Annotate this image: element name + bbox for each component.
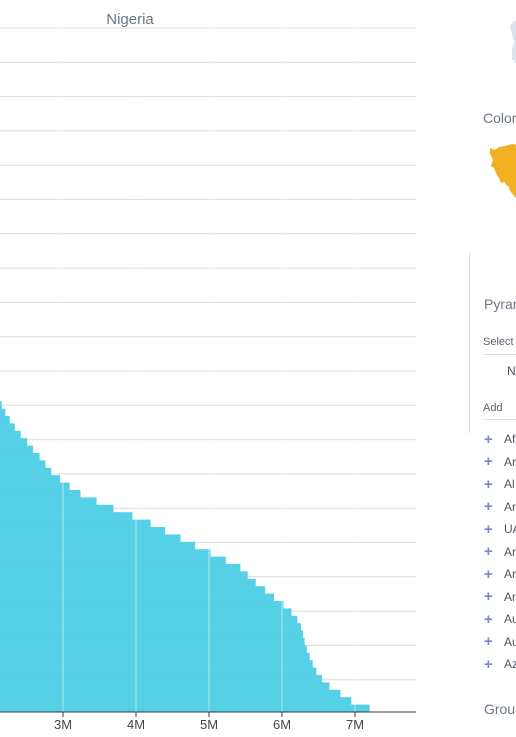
add-country-item[interactable]: + UA (484, 518, 516, 541)
population-bar[interactable] (0, 689, 341, 698)
person-silhouette-icon (503, 16, 516, 68)
population-bar[interactable] (0, 630, 304, 639)
chart-title: Nigeria (106, 11, 154, 28)
country-name: Au (504, 634, 516, 649)
population-bar[interactable] (0, 652, 310, 661)
plus-icon: + (484, 475, 493, 493)
x-tick-label: 4M (127, 717, 145, 732)
plus-icon: + (484, 498, 493, 516)
add-country-item[interactable]: + Ar (484, 586, 516, 609)
population-bar[interactable] (0, 615, 298, 624)
add-country-list: +Af +Ar +Al +Ar +UA +Ar +Ar +Ar +Au +Au … (484, 428, 516, 676)
select-divider (483, 354, 516, 355)
plus-icon: + (484, 430, 493, 448)
population-bar[interactable] (0, 556, 226, 565)
add-country-item[interactable]: + Au (484, 608, 516, 631)
plus-icon: + (484, 520, 493, 538)
plus-icon: + (484, 610, 493, 628)
population-bar[interactable] (0, 534, 181, 543)
country-name: UA (504, 522, 516, 537)
country-name: Ar (504, 589, 516, 604)
plus-icon: + (484, 588, 493, 606)
population-bar[interactable] (0, 475, 61, 483)
population-bar[interactable] (0, 675, 323, 683)
population-bar[interactable] (0, 541, 196, 550)
x-tick-label: 5M (200, 717, 218, 732)
population-bar[interactable] (0, 460, 46, 469)
population-bar[interactable] (0, 682, 330, 691)
color-label: Color (483, 110, 516, 126)
country-name: Af (504, 432, 516, 447)
pyramid-label: Pyram (484, 296, 516, 312)
population-bar[interactable] (0, 578, 256, 587)
add-label: Add (483, 402, 503, 414)
world-map-color-swatch[interactable] (485, 142, 516, 202)
population-bar[interactable] (0, 608, 292, 617)
population-bar[interactable] (0, 527, 166, 535)
bar-series (0, 401, 370, 713)
population-bar[interactable] (0, 504, 114, 513)
x-tick-label: 3M (54, 717, 72, 732)
population-bar[interactable] (0, 645, 307, 654)
add-country-item[interactable]: + Ar (484, 496, 516, 519)
add-country-item[interactable]: + Af (484, 428, 516, 451)
add-country-item[interactable]: + Au (484, 631, 516, 654)
country-name: Ar (504, 544, 516, 559)
population-bar[interactable] (0, 423, 15, 432)
add-divider (483, 419, 516, 420)
population-bar[interactable] (0, 586, 266, 594)
add-country-item[interactable]: + Ar (484, 451, 516, 474)
population-bar[interactable] (0, 482, 70, 491)
population-bar[interactable] (0, 438, 28, 446)
add-country-item[interactable]: + Az (484, 653, 516, 676)
plus-icon: + (484, 543, 493, 561)
population-bar[interactable] (0, 453, 40, 461)
population-bar[interactable] (0, 638, 305, 646)
vertical-grid-lines (62, 28, 356, 712)
panel-divider (469, 253, 470, 433)
map-icon (490, 144, 516, 198)
x-tick-label: 7M (346, 717, 364, 732)
population-bar[interactable] (0, 401, 2, 409)
population-bar[interactable] (0, 667, 317, 676)
add-country-item[interactable]: + Ar (484, 563, 516, 586)
population-bar[interactable] (0, 445, 34, 454)
population-bar[interactable] (0, 564, 241, 572)
population-bar[interactable] (0, 512, 133, 520)
add-country-item[interactable]: + Al (484, 473, 516, 496)
population-bar[interactable] (0, 519, 151, 528)
population-bar[interactable] (0, 490, 81, 498)
x-tick-label: 6M (273, 717, 291, 732)
group-label: Grou (484, 701, 516, 717)
plus-icon: + (484, 633, 493, 651)
population-bar[interactable] (0, 549, 211, 557)
add-country-item[interactable]: + Ar (484, 541, 516, 564)
population-pyramid-chart: 3M 4M 5M 6M 7M Nigeria (0, 11, 416, 732)
select-label: Select (483, 336, 514, 348)
population-bar[interactable] (0, 593, 274, 602)
population-bar[interactable] (0, 704, 370, 713)
population-bar[interactable] (0, 408, 6, 417)
population-bar[interactable] (0, 497, 97, 506)
population-bar[interactable] (0, 697, 352, 705)
population-bar[interactable] (0, 571, 248, 580)
plus-icon: + (484, 655, 493, 673)
country-select[interactable]: N (507, 364, 516, 378)
population-bar[interactable] (0, 660, 313, 668)
country-name: Ar (504, 499, 516, 514)
population-bar[interactable] (0, 416, 10, 424)
country-name: Az (504, 657, 516, 672)
country-name: Al (504, 477, 515, 492)
population-bar[interactable] (0, 430, 21, 439)
country-name: Ar (504, 454, 516, 469)
country-name: Au (504, 612, 516, 627)
plus-icon: + (484, 453, 493, 471)
population-bar[interactable] (0, 467, 52, 476)
country-name: Ar (504, 567, 516, 582)
x-axis-ticks: 3M 4M 5M 6M 7M (54, 712, 364, 732)
population-bar[interactable] (0, 601, 284, 609)
plus-icon: + (484, 565, 493, 583)
population-bar[interactable] (0, 623, 301, 631)
